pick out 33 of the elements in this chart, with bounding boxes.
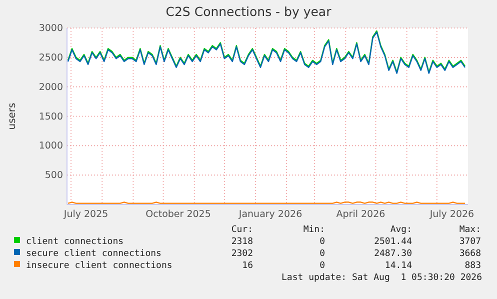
text: Max:: [459, 225, 481, 235]
text: Min:: [303, 225, 325, 235]
text: 883: [464, 261, 481, 271]
legend-label: client connections: [26, 237, 124, 247]
legend-label: insecure client connections: [26, 261, 172, 271]
x-tick-label: January 2026: [238, 209, 302, 220]
y-tick-label: 2000: [38, 82, 63, 93]
text: Cur:: [231, 225, 253, 235]
text: 2318: [231, 237, 253, 247]
text: 2487.30: [374, 249, 412, 259]
x-tick-label: October 2025: [146, 209, 211, 220]
y-tick-label: 1000: [38, 140, 63, 152]
text: 3707: [459, 237, 481, 247]
text: Avg:: [390, 225, 412, 235]
x-tick-label: July 2025: [62, 209, 108, 220]
text: 16: [242, 261, 253, 271]
x-tick-label: April 2026: [336, 209, 386, 220]
text: 14.14: [384, 261, 412, 271]
y-tick-label: 1500: [38, 111, 63, 122]
text: 3668: [459, 249, 481, 259]
y-axis-title: users: [7, 102, 18, 130]
text: 0: [320, 249, 325, 259]
legend-label: secure client connections: [26, 249, 162, 259]
text: Last update: Sat Aug 1 05:30:20 2026: [282, 273, 482, 283]
y-tick-label: 500: [44, 170, 63, 182]
text: 0: [320, 237, 325, 247]
text: 0: [320, 261, 325, 271]
text: 2501.44: [374, 237, 412, 247]
y-tick-label: 3000: [38, 23, 63, 34]
chart-title: C2S Connections - by year: [166, 4, 332, 19]
x-tick-label: July 2026: [428, 209, 474, 220]
text: 2302: [231, 249, 253, 259]
y-tick-label: 2500: [38, 52, 63, 64]
